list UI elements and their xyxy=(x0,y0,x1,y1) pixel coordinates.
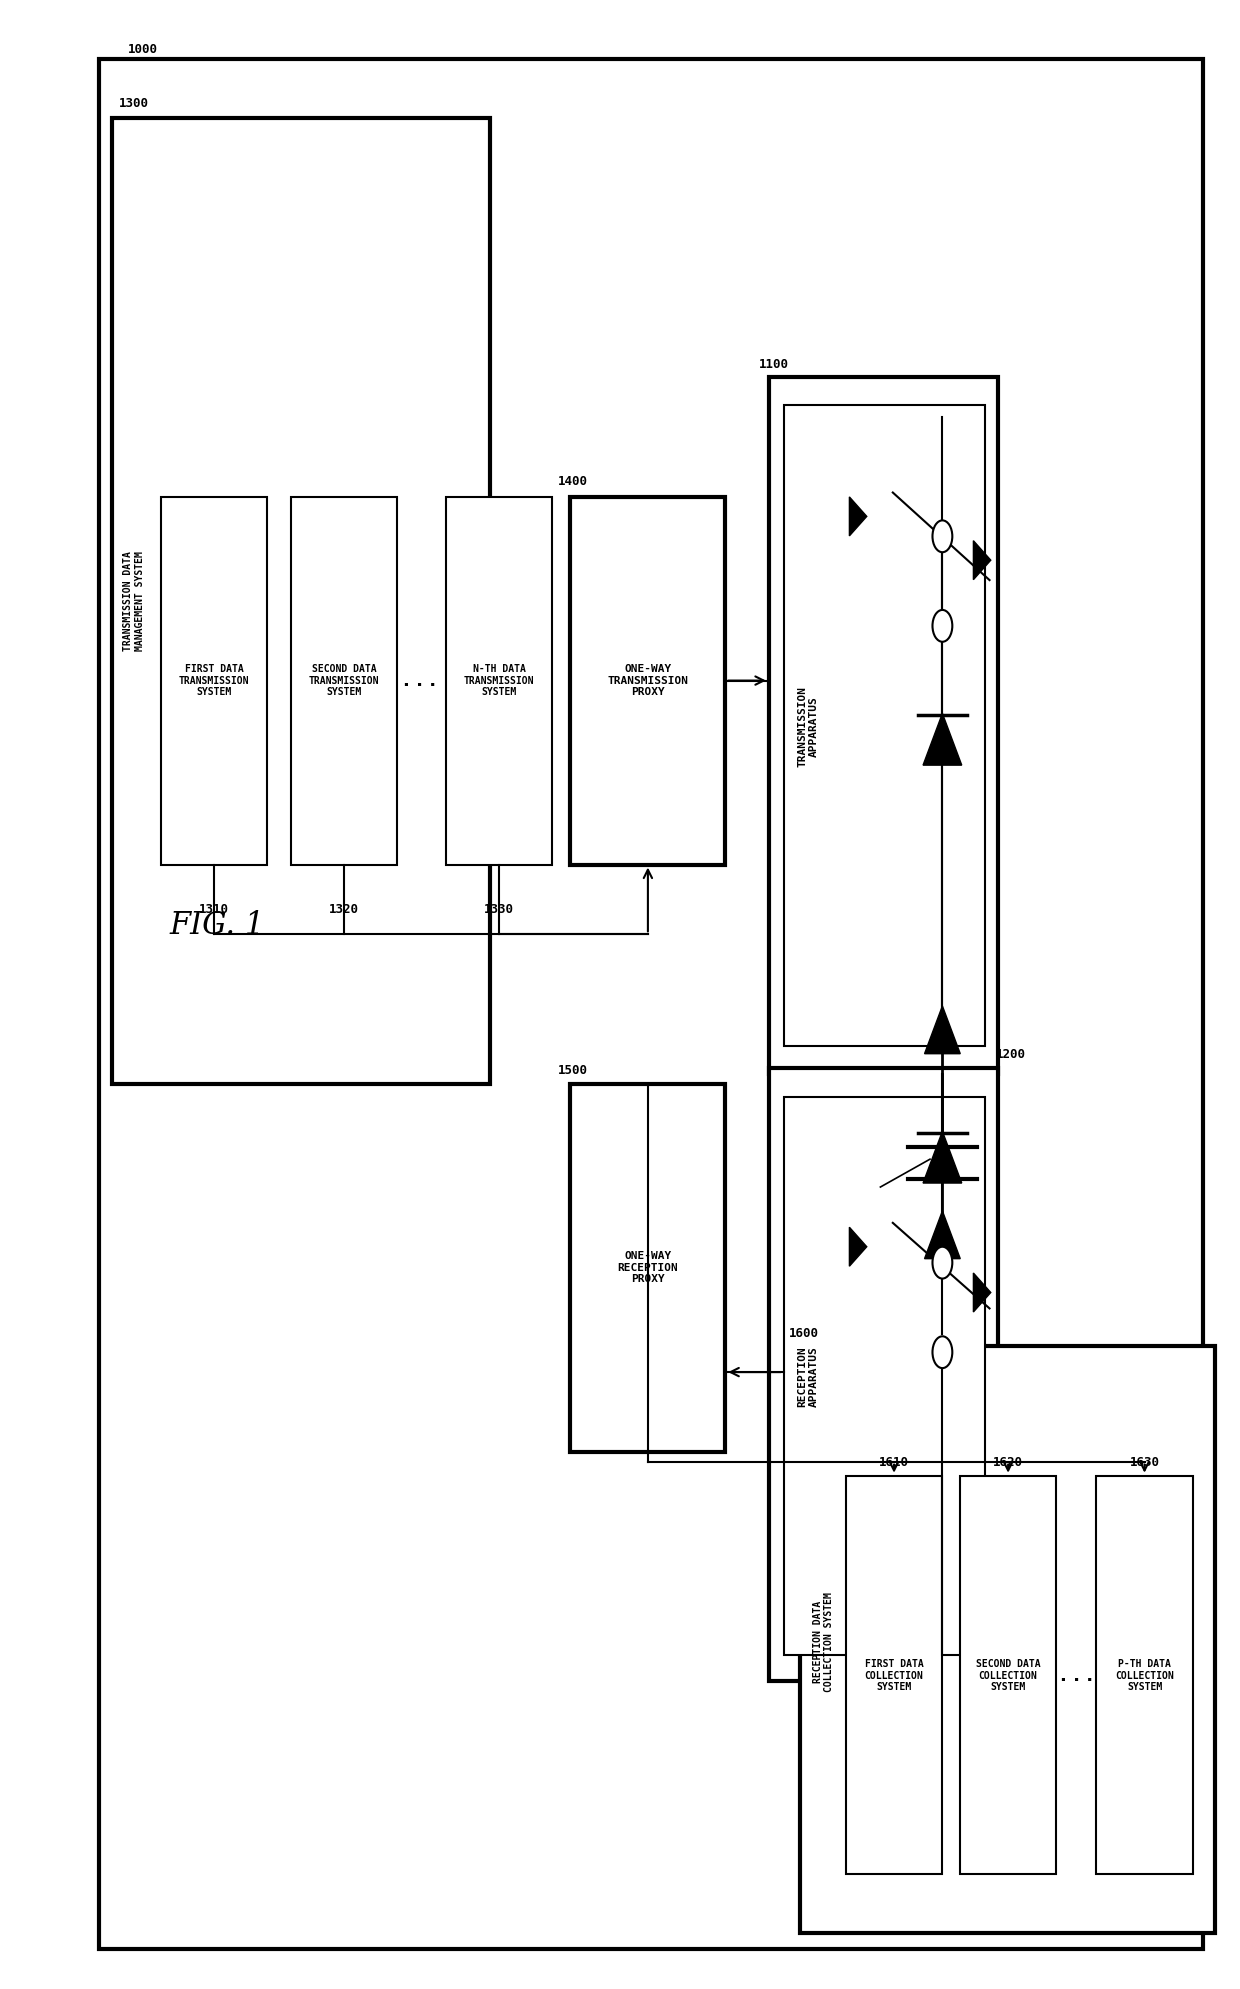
Polygon shape xyxy=(973,1273,991,1313)
Text: RECEPTION
APPARATUS: RECEPTION APPARATUS xyxy=(797,1347,820,1406)
Text: . . .: . . . xyxy=(403,670,435,690)
Polygon shape xyxy=(923,1132,962,1183)
Text: N-TH DATA
TRANSMISSION
SYSTEM: N-TH DATA TRANSMISSION SYSTEM xyxy=(464,664,534,696)
Polygon shape xyxy=(849,1227,867,1267)
Text: TRANSMISSION
APPARATUS: TRANSMISSION APPARATUS xyxy=(797,686,820,766)
FancyBboxPatch shape xyxy=(800,1347,1215,1933)
Text: FIG. 1: FIG. 1 xyxy=(170,909,264,941)
Text: 1500: 1500 xyxy=(558,1064,588,1076)
Polygon shape xyxy=(923,714,962,766)
Circle shape xyxy=(932,1337,952,1368)
Text: 1320: 1320 xyxy=(329,903,360,915)
Text: 1610: 1610 xyxy=(879,1456,909,1468)
FancyBboxPatch shape xyxy=(846,1476,942,1874)
Text: . . .: . . . xyxy=(1060,1665,1092,1685)
FancyBboxPatch shape xyxy=(960,1476,1056,1874)
Text: 1100: 1100 xyxy=(759,358,789,370)
Text: SECOND DATA
COLLECTION
SYSTEM: SECOND DATA COLLECTION SYSTEM xyxy=(976,1659,1040,1691)
Text: SECOND DATA
TRANSMISSION
SYSTEM: SECOND DATA TRANSMISSION SYSTEM xyxy=(309,664,379,696)
Polygon shape xyxy=(925,1006,960,1054)
Text: ONE-WAY
TRANSMISSION
PROXY: ONE-WAY TRANSMISSION PROXY xyxy=(608,664,688,696)
Circle shape xyxy=(932,1247,952,1279)
Text: 1000: 1000 xyxy=(128,44,157,56)
Text: FIRST DATA
TRANSMISSION
SYSTEM: FIRST DATA TRANSMISSION SYSTEM xyxy=(179,664,249,696)
FancyBboxPatch shape xyxy=(161,497,267,865)
Text: 1630: 1630 xyxy=(1130,1456,1159,1468)
Polygon shape xyxy=(925,1211,960,1259)
Text: 1200: 1200 xyxy=(996,1048,1025,1060)
FancyBboxPatch shape xyxy=(784,1098,985,1655)
Text: TRANSMISSION DATA
MANAGEMENT SYSTEM: TRANSMISSION DATA MANAGEMENT SYSTEM xyxy=(123,551,145,650)
Text: 1300: 1300 xyxy=(119,97,149,109)
FancyBboxPatch shape xyxy=(570,1084,725,1452)
FancyBboxPatch shape xyxy=(99,60,1203,1949)
Text: 1620: 1620 xyxy=(993,1456,1023,1468)
Text: 1400: 1400 xyxy=(558,475,588,487)
Text: P-TH DATA
COLLECTION
SYSTEM: P-TH DATA COLLECTION SYSTEM xyxy=(1115,1659,1174,1691)
Text: 1330: 1330 xyxy=(484,903,515,915)
FancyBboxPatch shape xyxy=(1096,1476,1193,1874)
Text: L1: L1 xyxy=(844,1189,862,1203)
FancyBboxPatch shape xyxy=(446,497,552,865)
FancyBboxPatch shape xyxy=(769,378,998,1074)
Polygon shape xyxy=(973,541,991,581)
Polygon shape xyxy=(849,497,867,537)
Text: RECEPTION DATA
COLLECTION SYSTEM: RECEPTION DATA COLLECTION SYSTEM xyxy=(812,1591,835,1691)
Text: 1310: 1310 xyxy=(198,903,229,915)
FancyBboxPatch shape xyxy=(784,406,985,1046)
Circle shape xyxy=(932,521,952,553)
FancyBboxPatch shape xyxy=(112,119,490,1084)
FancyBboxPatch shape xyxy=(769,1068,998,1681)
Text: ONE-WAY
RECEPTION
PROXY: ONE-WAY RECEPTION PROXY xyxy=(618,1251,678,1283)
FancyBboxPatch shape xyxy=(570,497,725,865)
Circle shape xyxy=(932,611,952,642)
FancyBboxPatch shape xyxy=(291,497,397,865)
Text: 1600: 1600 xyxy=(789,1327,818,1339)
Text: FIRST DATA
COLLECTION
SYSTEM: FIRST DATA COLLECTION SYSTEM xyxy=(864,1659,924,1691)
